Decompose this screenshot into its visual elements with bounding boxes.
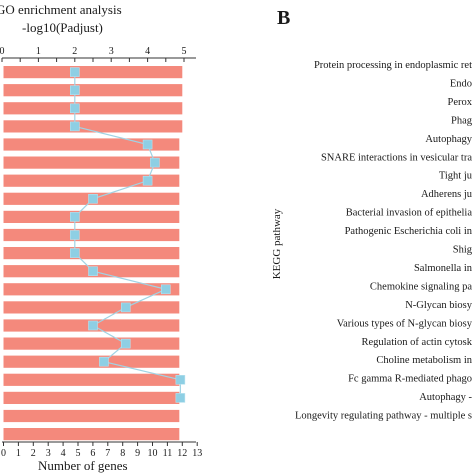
marker xyxy=(88,266,98,277)
marker xyxy=(142,139,153,150)
y-axis-label: KEGG pathway xyxy=(271,208,283,279)
marker xyxy=(120,302,131,313)
bar xyxy=(3,409,180,423)
bottom-tick-label: 6 xyxy=(90,448,95,459)
category-label: Autophagy - xyxy=(419,392,472,403)
top-tick-label: 1 xyxy=(36,46,41,57)
bottom-tick-label: 5 xyxy=(76,448,81,459)
bar xyxy=(3,156,180,169)
marker xyxy=(161,284,171,295)
bar xyxy=(3,138,180,151)
category-label: Longevity regulating pathway - multiple … xyxy=(295,411,472,422)
marker xyxy=(142,175,153,186)
bar xyxy=(3,174,180,187)
bottom-tick-label: 0 xyxy=(1,448,6,459)
category-label: Chemokine signaling pa xyxy=(370,281,472,292)
bottom-tick-label: 7 xyxy=(105,448,110,459)
bar xyxy=(3,120,183,133)
category-labels: Protein processing in endoplasmic ret End… xyxy=(295,60,473,422)
category-label: Protein processing in endoplasmic ret xyxy=(314,60,472,71)
marker xyxy=(70,67,80,77)
category-label: Choline metabolism in xyxy=(376,355,472,366)
bottom-tick-label: 12 xyxy=(177,448,187,459)
marker xyxy=(88,320,98,331)
marker xyxy=(88,194,98,204)
category-label: Adherens ju xyxy=(421,189,473,200)
bar xyxy=(3,66,183,79)
marker xyxy=(70,121,80,132)
bar xyxy=(3,228,180,242)
marker xyxy=(70,248,80,258)
marker xyxy=(70,230,80,240)
marker xyxy=(70,85,80,95)
x-axis-label: Number of genes xyxy=(38,458,128,473)
bar xyxy=(3,355,180,368)
bottom-tick-label: 2 xyxy=(31,448,36,459)
category-label: Various types of N-glycan biosy xyxy=(337,318,473,329)
category-label: Fc gamma R-mediated phago xyxy=(348,374,472,385)
category-label: N-Glycan biosy xyxy=(405,300,473,311)
bar xyxy=(3,301,180,314)
category-label: Phag xyxy=(451,115,473,126)
bottom-tick-label: 4 xyxy=(61,448,66,459)
bottom-axis-ticks: 0 1 2 3 4 5 6 7 8 9 10 11 12 13 xyxy=(1,442,202,459)
bar xyxy=(3,102,183,115)
marker xyxy=(150,157,160,168)
bottom-tick-label: 11 xyxy=(163,448,173,459)
marker xyxy=(99,356,109,367)
bar xyxy=(3,84,183,97)
panel-b-letter: B xyxy=(277,7,290,29)
marker xyxy=(175,393,186,403)
category-label: Salmonella in xyxy=(414,263,473,274)
category-label: Regulation of actin cytosk xyxy=(361,337,472,348)
top-tick-label: 4 xyxy=(145,46,150,57)
bar xyxy=(3,283,180,296)
category-label: SNARE interactions in vesicular tra xyxy=(321,152,472,163)
marker xyxy=(175,374,186,385)
category-label: Pathogenic Escherichia coli in xyxy=(345,226,473,237)
bars xyxy=(3,66,183,441)
bar xyxy=(3,391,180,404)
bar xyxy=(3,337,180,350)
bottom-tick-label: 8 xyxy=(120,448,125,459)
bar xyxy=(3,428,180,441)
chart-title: GO enrichment analysis xyxy=(0,2,122,17)
marker xyxy=(120,338,131,349)
bottom-tick-label: 3 xyxy=(46,448,51,459)
top-axis-label: -log10(Padjust) xyxy=(22,20,103,35)
top-tick-label: 2 xyxy=(72,46,77,57)
bar xyxy=(3,210,180,223)
top-tick-label: 3 xyxy=(109,46,114,57)
top-tick-label: 5 xyxy=(182,46,187,57)
bottom-tick-label: 1 xyxy=(16,448,21,459)
top-axis-ticks: 0 1 2 3 4 5 xyxy=(0,46,187,62)
marker xyxy=(70,103,80,114)
bottom-tick-label: 13 xyxy=(192,448,202,459)
marker xyxy=(70,212,80,222)
panel-a-chart: GO enrichment analysis -log10(Padjust) 0… xyxy=(0,2,202,473)
category-label: Bacterial invasion of epithelia xyxy=(346,208,473,219)
top-tick-label: 0 xyxy=(0,46,5,57)
bottom-tick-label: 9 xyxy=(135,448,140,459)
padjust-markers xyxy=(70,67,186,403)
category-label: Shig xyxy=(453,245,473,256)
category-label: Perox xyxy=(448,97,473,108)
panel-b-chart: B KEGG pathway Protein processing in end… xyxy=(271,7,473,422)
category-label: Autophagy xyxy=(425,134,472,145)
category-label: Tight ju xyxy=(439,171,473,182)
category-label: Endo xyxy=(450,78,472,89)
bottom-tick-label: 10 xyxy=(148,448,158,459)
bar xyxy=(3,247,180,260)
bar xyxy=(3,373,180,386)
